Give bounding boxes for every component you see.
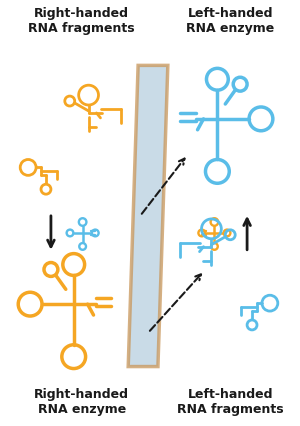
Polygon shape xyxy=(128,66,168,367)
Text: Left-handed
RNA enzyme: Left-handed RNA enzyme xyxy=(186,7,274,35)
Text: Left-handed
RNA fragments: Left-handed RNA fragments xyxy=(177,387,284,415)
Text: Right-handed
RNA enzyme: Right-handed RNA enzyme xyxy=(34,387,129,415)
Text: Right-handed
RNA fragments: Right-handed RNA fragments xyxy=(28,7,135,35)
